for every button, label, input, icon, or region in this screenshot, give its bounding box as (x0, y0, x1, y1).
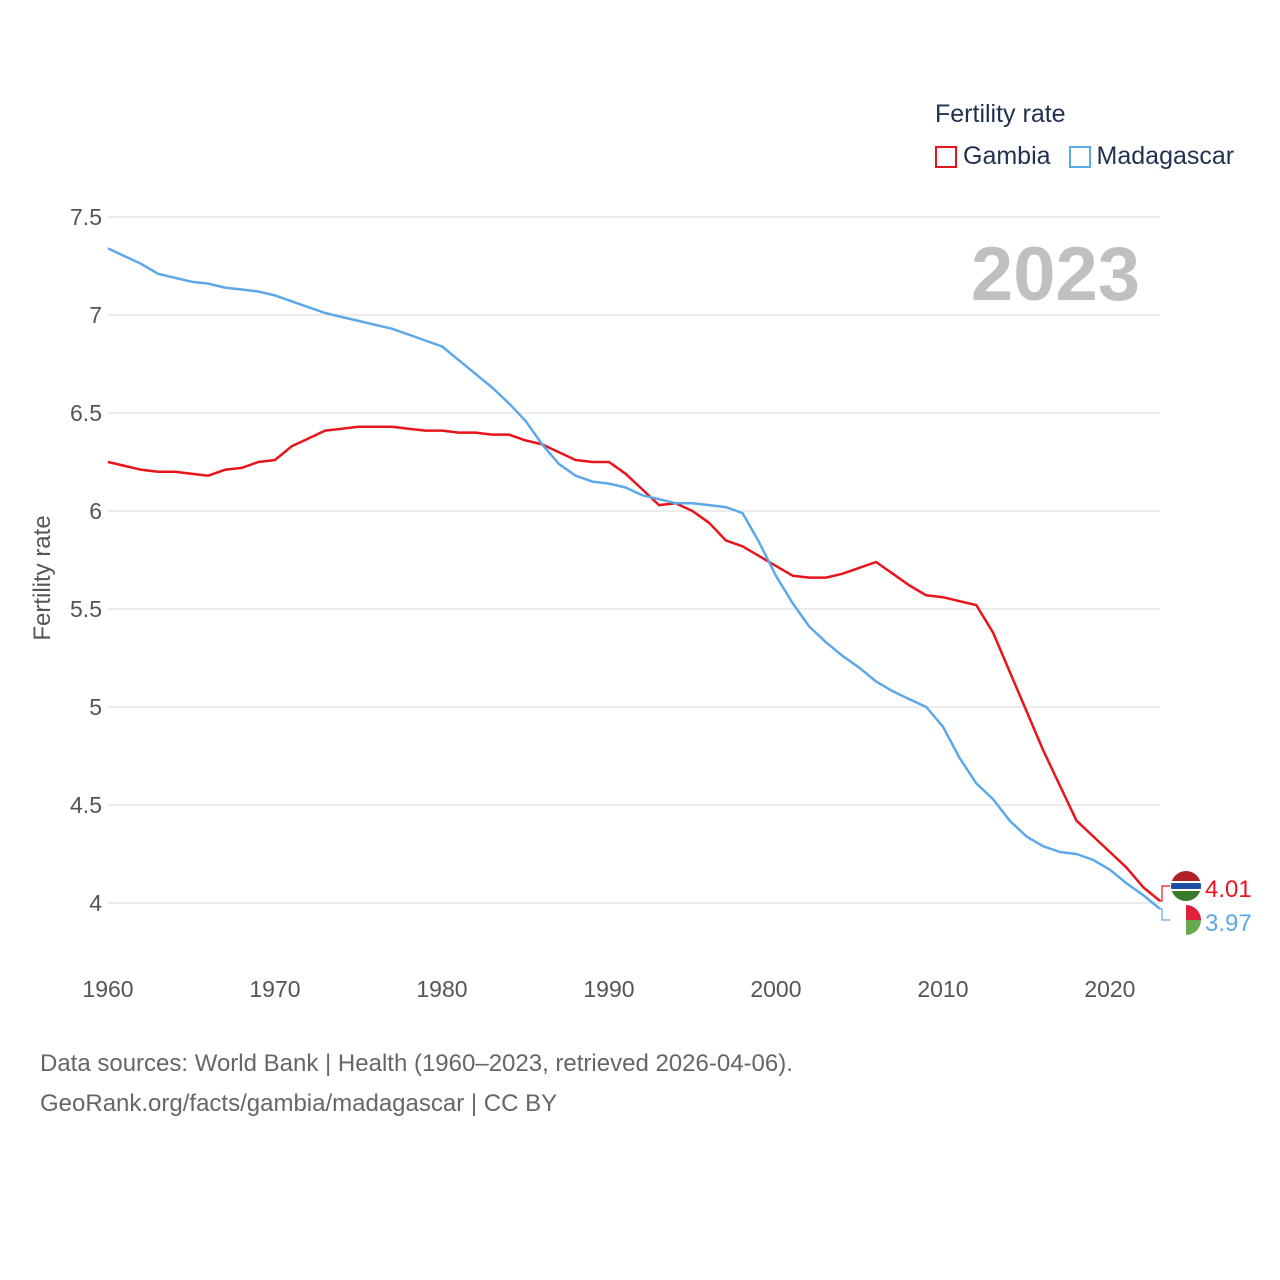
flag-madagascar-icon (1171, 905, 1201, 935)
x-tick-label: 2000 (750, 976, 801, 1002)
y-tick-label: 6 (89, 498, 102, 524)
y-tick-label: 7 (89, 302, 102, 328)
year-watermark: 2023 (971, 232, 1140, 317)
end-connector (1160, 908, 1170, 921)
legend-swatch-gambia (935, 145, 957, 168)
x-tick-label: 1960 (82, 976, 133, 1002)
source-line: Data sources: World Bank | Health (1960–… (40, 1050, 793, 1077)
series-line-madagascar[interactable] (107, 247, 1161, 910)
legend: Gambia Madagascar (935, 142, 1252, 171)
y-tick-label: 4.5 (70, 792, 102, 818)
legend-swatch-madagascar (1068, 145, 1091, 168)
y-axis-ticks: 4 4.5 5 5.5 6 6.5 7 7.5 (70, 204, 102, 916)
y-tick-label: 7.5 (70, 204, 102, 230)
legend-label-gambia: Gambia (963, 142, 1051, 170)
y-tick-label: 4 (89, 890, 102, 916)
legend-item-madagascar[interactable]: Madagascar (1068, 142, 1235, 171)
legend-label-madagascar: Madagascar (1096, 142, 1235, 170)
flag-gambia-icon (1171, 871, 1201, 901)
y-tick-label: 6.5 (70, 400, 102, 426)
data-sources: Data sources: World Bank | Health (1960–… (40, 1044, 793, 1124)
end-markers: 4.01 3.97 (1160, 871, 1252, 937)
x-tick-label: 1970 (249, 976, 300, 1002)
y-axis-label: Fertility rate (29, 515, 56, 641)
y-tick-label: 5 (89, 694, 102, 720)
end-value-madagascar: 3.97 (1205, 910, 1252, 937)
legend-title: Fertility rate (935, 100, 1066, 128)
series-lines (107, 247, 1161, 910)
legend-item-gambia[interactable]: Gambia (935, 142, 1051, 171)
gridlines (108, 216, 1160, 904)
x-tick-label: 2010 (917, 976, 968, 1002)
x-tick-label: 1990 (583, 976, 634, 1002)
x-tick-label: 1980 (416, 976, 467, 1002)
series-line-gambia[interactable] (107, 425, 1161, 902)
end-value-gambia: 4.01 (1205, 876, 1252, 903)
attribution-line[interactable]: GeoRank.org/facts/gambia/madagascar | CC… (40, 1090, 558, 1117)
x-tick-label: 2020 (1084, 976, 1135, 1002)
y-tick-label: 5.5 (70, 596, 102, 622)
end-connector (1160, 885, 1170, 902)
x-axis-ticks: 1960 1970 1980 1990 2000 2010 2020 (82, 976, 1135, 1002)
